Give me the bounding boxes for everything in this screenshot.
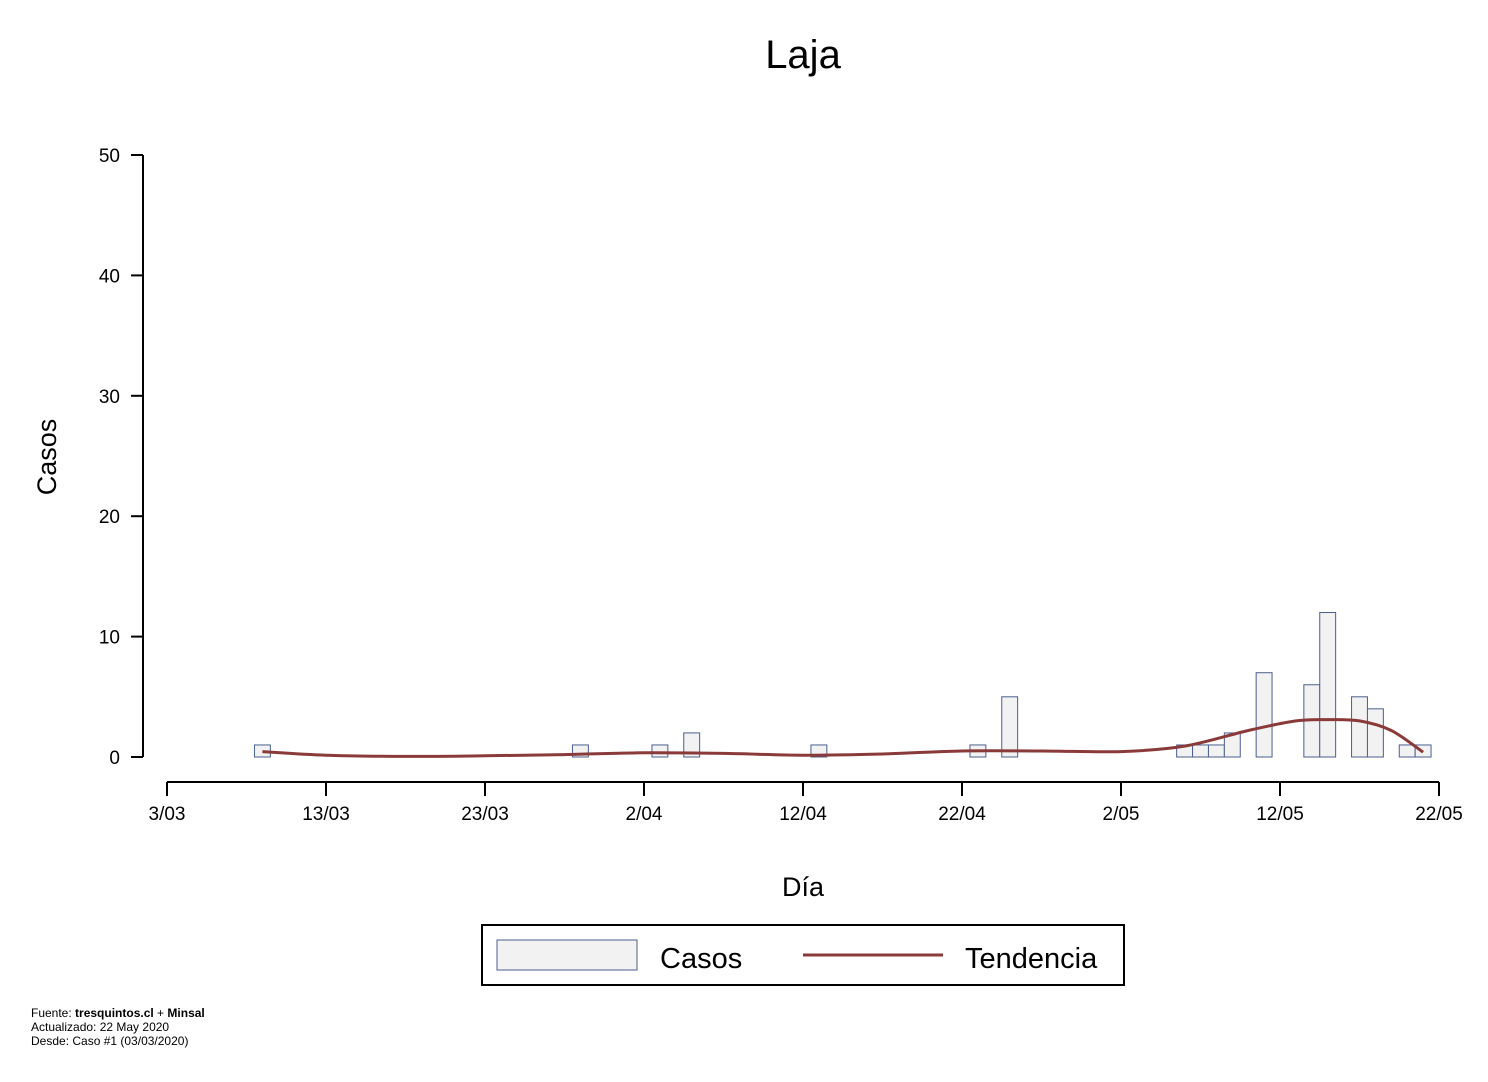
- bar: [683, 732, 701, 758]
- bar: [651, 744, 669, 758]
- bar: [1398, 744, 1416, 758]
- bar: [1223, 732, 1241, 758]
- x-tick-label: 23/03: [461, 804, 509, 825]
- bar: [1255, 672, 1273, 758]
- y-tick-label: 50: [99, 146, 120, 167]
- y-axis-label: Casos: [32, 419, 62, 496]
- x-tick-label: 22/04: [938, 804, 986, 825]
- legend-label-tendencia: Tendencia: [965, 943, 1098, 975]
- y-tick-label: 20: [99, 507, 120, 528]
- x-tick-label: 22/05: [1415, 804, 1463, 825]
- bar-series: [253, 612, 1432, 758]
- y-tick-label: 0: [109, 748, 120, 769]
- bar: [1366, 708, 1384, 758]
- footer-source-org: Minsal: [167, 1006, 205, 1020]
- legend: Casos Tendencia: [481, 924, 1125, 986]
- x-tick-label: 3/03: [149, 804, 186, 825]
- chart-title: Laja: [765, 33, 841, 77]
- bar: [1001, 696, 1019, 758]
- footer-updated: Actualizado: 22 May 2020: [31, 1020, 170, 1034]
- bar: [1192, 744, 1209, 758]
- y-tick-label: 10: [99, 628, 120, 649]
- x-tick-label: 12/05: [1256, 804, 1304, 825]
- x-tick-label: 2/05: [1103, 804, 1140, 825]
- legend-swatch-casos: [496, 939, 638, 971]
- bar: [1207, 744, 1225, 758]
- x-tick-label: 12/04: [779, 804, 827, 825]
- y-tick-label: 40: [99, 266, 120, 287]
- y-axis: 0 10 20 30 40 50: [99, 146, 144, 769]
- trend-series: [262, 718, 1424, 758]
- footer-source: Fuente: tresquintos.cl + Minsal: [31, 1006, 205, 1020]
- footer-source-site: tresquintos.cl: [75, 1006, 154, 1020]
- bar: [1351, 696, 1368, 758]
- y-tick-label: 30: [99, 387, 120, 408]
- legend-label-casos: Casos: [660, 943, 742, 975]
- footer: Fuente: tresquintos.cl + Minsal Actualiz…: [31, 1006, 205, 1048]
- x-tick-label: 13/03: [302, 804, 350, 825]
- footer-since: Desde: Caso #1 (03/03/2020): [31, 1034, 189, 1048]
- x-tick-label: 2/04: [626, 804, 663, 825]
- trend-line: [262, 718, 1424, 758]
- bar: [1319, 612, 1337, 758]
- x-axis-label: Día: [782, 872, 825, 902]
- x-axis: 3/03 13/03 23/03 2/04 12/04 22/04 2/05 12/05 22/…: [149, 781, 1463, 825]
